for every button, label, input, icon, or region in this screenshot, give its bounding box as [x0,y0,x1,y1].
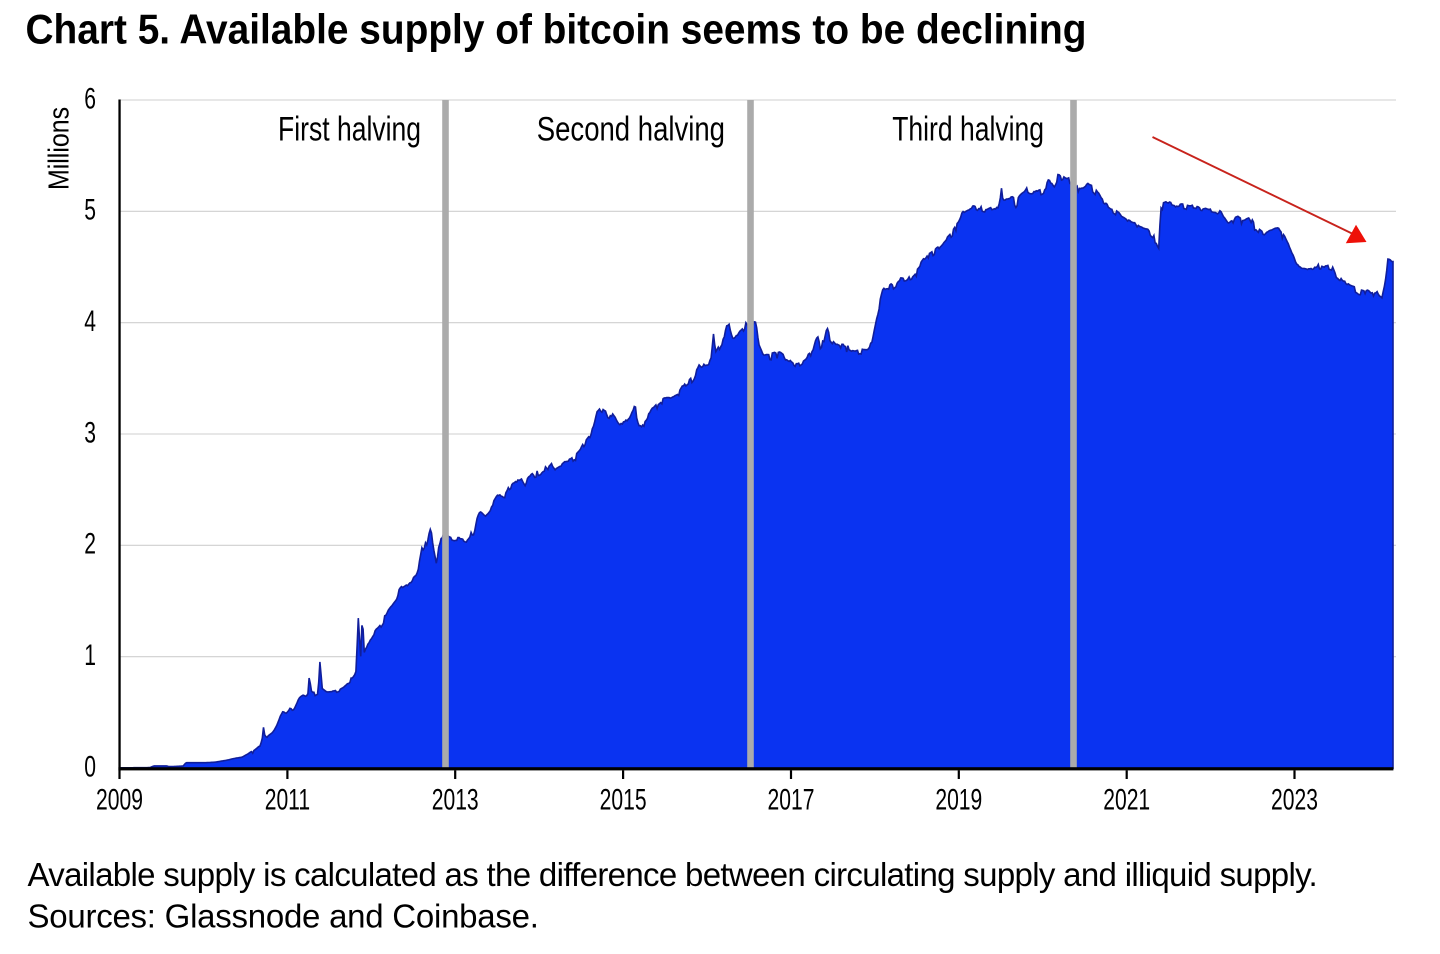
svg-text:2019: 2019 [935,784,982,816]
svg-text:6: 6 [84,83,96,115]
svg-text:Available supply is calculated: Available supply is calculated as the di… [28,856,1318,893]
svg-text:2017: 2017 [768,784,815,816]
svg-text:4: 4 [84,306,96,338]
svg-text:2015: 2015 [600,784,647,816]
svg-text:Third halving: Third halving [892,110,1044,148]
svg-text:1: 1 [84,640,96,672]
svg-text:2023: 2023 [1271,784,1318,816]
svg-text:3: 3 [84,417,96,449]
svg-text:2009: 2009 [96,784,143,816]
svg-text:2: 2 [84,528,96,560]
svg-text:2011: 2011 [265,784,310,816]
svg-text:Millions: Millions [43,107,75,190]
svg-text:Second halving: Second halving [537,110,725,148]
svg-text:0: 0 [84,751,96,783]
svg-text:Chart 5. Available supply of b: Chart 5. Available supply of bitcoin see… [26,5,1087,53]
svg-text:First halving: First halving [278,110,421,148]
svg-text:5: 5 [84,194,96,226]
svg-text:Sources: Glassnode and Coinbas: Sources: Glassnode and Coinbase. [28,897,539,934]
svg-text:2013: 2013 [432,784,479,816]
svg-text:2021: 2021 [1103,784,1150,816]
